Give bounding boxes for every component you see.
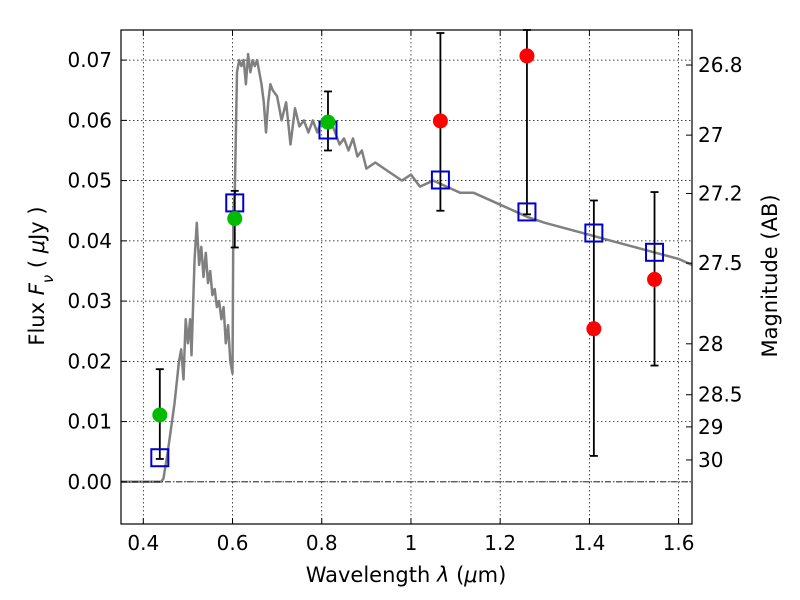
y-axis-label: Flux Fν ( μJy ): [25, 206, 57, 345]
mag-tick-label: 27: [698, 123, 723, 147]
y-tick-label: 0.01: [67, 410, 112, 434]
y-tick-label: 0.07: [67, 48, 112, 72]
mag-tick-label: 28: [698, 332, 723, 356]
detection-point: [152, 407, 168, 423]
y-tick-label: 0.03: [67, 289, 112, 313]
x-tick-label: 1.6: [663, 531, 695, 555]
x-tick-label: 1.2: [484, 531, 516, 555]
axes: 0.4 0.6 0.8 1 1.2 1.4 1.6 0.00 0.01 0.02 0.03 0.04 0…: [67, 29, 743, 555]
detection-point: [227, 211, 243, 227]
low-significance-point: [519, 48, 535, 64]
low-significance-point: [432, 113, 448, 129]
y-tick-label: 0.05: [67, 169, 112, 193]
mag-tick-label: 26.8: [698, 53, 743, 77]
mag-tick-label: 29: [698, 415, 723, 439]
plot-frame: [120, 29, 693, 525]
model-photometry-point: [517, 202, 537, 222]
mag-tick-label: 27.2: [698, 181, 743, 205]
y-tick-label: 0.00: [67, 470, 112, 494]
mag-tick-label: 30: [698, 448, 723, 472]
mag-tick-label: 28.5: [698, 383, 743, 407]
model-photometry-point: [150, 448, 170, 468]
mag-tick-label: 27.5: [698, 251, 743, 275]
y2-axis-label: Magnitude (AB): [758, 194, 782, 357]
x-tick-label: 0.8: [306, 531, 338, 555]
plot-area: [121, 29, 693, 484]
model-photometry-point: [645, 242, 665, 262]
x-axis-label: Wavelength λ (μm): [306, 563, 507, 587]
x-tick-label: 1: [405, 531, 418, 555]
model-photometry-point: [430, 170, 450, 190]
x-tick-label: 0.4: [127, 531, 159, 555]
x-tick-label: 1.4: [573, 531, 605, 555]
detection-point: [320, 114, 336, 130]
y-tick-label: 0.02: [67, 349, 112, 373]
y-tick-label: 0.06: [67, 108, 112, 132]
low-significance-point: [647, 271, 663, 287]
model-photometry-point: [584, 223, 604, 243]
low-significance-point: [586, 321, 602, 337]
y-tick-label: 0.04: [67, 229, 112, 253]
grid: [121, 30, 692, 524]
model-sed-line: [121, 52, 693, 484]
x-tick-label: 0.6: [217, 531, 249, 555]
